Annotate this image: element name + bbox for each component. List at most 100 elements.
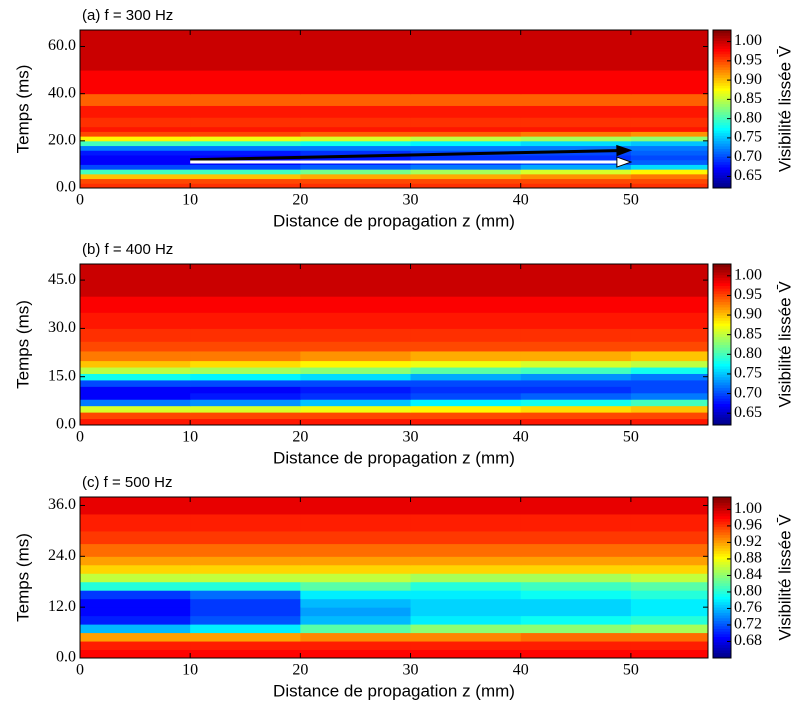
heatmap-cell [520,556,632,566]
colorbar-segment [713,422,731,426]
colorbar-segment [713,419,731,423]
heatmap-cell [300,543,412,557]
colorbar-tick-label: 0.80 [734,345,762,362]
heatmap-cell [300,530,412,545]
heatmap-cell [520,624,632,634]
heatmap-cell [630,264,709,297]
heatmap-cell [300,164,412,170]
heatmap-cell [190,632,301,642]
heatmap-cell [80,312,191,329]
heatmap-cell [80,30,191,71]
colorbar-segment [713,647,731,651]
heatmap-cell [190,418,301,426]
heatmap-cell [410,392,522,400]
heatmap-cell [80,649,191,659]
colorbar-tick-label: 0.76 [734,599,762,616]
heatmap-cell [80,296,191,313]
heatmap-cell [520,145,632,151]
heatmap-cell [410,624,522,634]
colorbar-segment [713,101,731,105]
heatmap-cell [630,543,709,557]
y-tick-label: 60.0 [48,37,76,54]
colorbar-label: Visibilité lissée V̄ [775,514,794,641]
heatmap-cell [630,93,709,106]
colorbar-segment [713,56,731,60]
colorbar-tick-label: 0.96 [734,517,762,534]
heatmap-cell [80,564,191,574]
colorbar-segment [713,153,731,157]
colorbar-segment [713,85,731,89]
colorbar-segment [713,35,731,39]
colorbar-frame [712,263,732,426]
heatmap-cell [630,386,709,394]
heatmap-cell [410,173,522,180]
heatmap-cell [80,93,191,106]
colorbar-segment [713,531,731,536]
colorbar-segment [713,398,731,402]
heatmap-cell [80,405,191,413]
colorbar-segment [713,309,731,313]
y-tick-label: 45.0 [48,271,76,288]
heatmap-cell [630,136,709,142]
colorbar-segment [713,542,731,546]
colorbar-segment [713,304,731,308]
heatmap-cell [520,513,632,532]
colorbar-segment [713,37,731,42]
colorbar-segment [713,140,731,144]
heatmap-cell [630,140,709,147]
colorbar-segment [713,341,731,345]
heatmap-cell [410,598,522,608]
heatmap-cell [520,178,632,184]
heatmap-cell [630,117,709,128]
heatmap-cell [520,641,632,651]
colorbar-segment [713,406,731,410]
y-tick-label: 0.0 [56,649,76,666]
colorbar-segment [713,371,731,375]
heatmap-cell [190,131,301,137]
heatmap-cell [190,373,301,381]
heatmap-cell [300,392,412,400]
colorbar-segment [713,601,731,605]
colorbar-segment [713,395,731,399]
x-axis-label: Distance de propagation z (mm) [273,681,515,700]
heatmap-cell [520,379,632,387]
heatmap-cell [80,169,191,175]
x-axis-label: Distance de propagation z (mm) [273,211,515,230]
heatmap-cell [520,183,632,189]
heatmap-cell [520,169,632,175]
heatmap-cell [300,296,412,313]
colorbar-segment [713,61,731,65]
colorbar-segment [713,135,731,139]
colorbar-segment [713,537,731,541]
colorbar-segment [713,363,731,367]
colorbar-tick-label: 0.65 [734,167,762,184]
heatmap-cell [410,556,522,566]
colorbar-segment [713,32,731,36]
heatmap-cell [410,530,522,545]
colorbar-segment [713,547,731,552]
heatmap-cell [630,150,709,156]
colorbar-segment [713,290,731,295]
heatmap-cell [190,341,301,352]
colorbar-segment [713,106,731,110]
colorbar-segment [713,161,731,165]
colorbar-segment [713,185,731,189]
heatmap-cell [630,573,709,583]
heatmap-cell [520,392,632,400]
heatmap-cell [520,105,632,118]
heatmap-cell [300,30,412,71]
colorbar-segment [713,368,731,372]
colorbar-segment [713,414,731,418]
x-tick-label: 20 [292,429,308,446]
colorbar-segment [713,145,731,149]
colorbar-tick-label: 1.00 [734,500,762,517]
heatmap-cell [410,178,522,184]
x-tick-label: 50 [623,192,639,209]
heatmap-cell [300,93,412,106]
y-tick-label: 24.0 [48,547,76,564]
heatmap-cell [80,590,191,600]
heatmap-cell [520,93,632,106]
colorbar-segment [713,143,731,147]
colorbar-segment [713,64,731,68]
heatmap-cell [520,367,632,374]
